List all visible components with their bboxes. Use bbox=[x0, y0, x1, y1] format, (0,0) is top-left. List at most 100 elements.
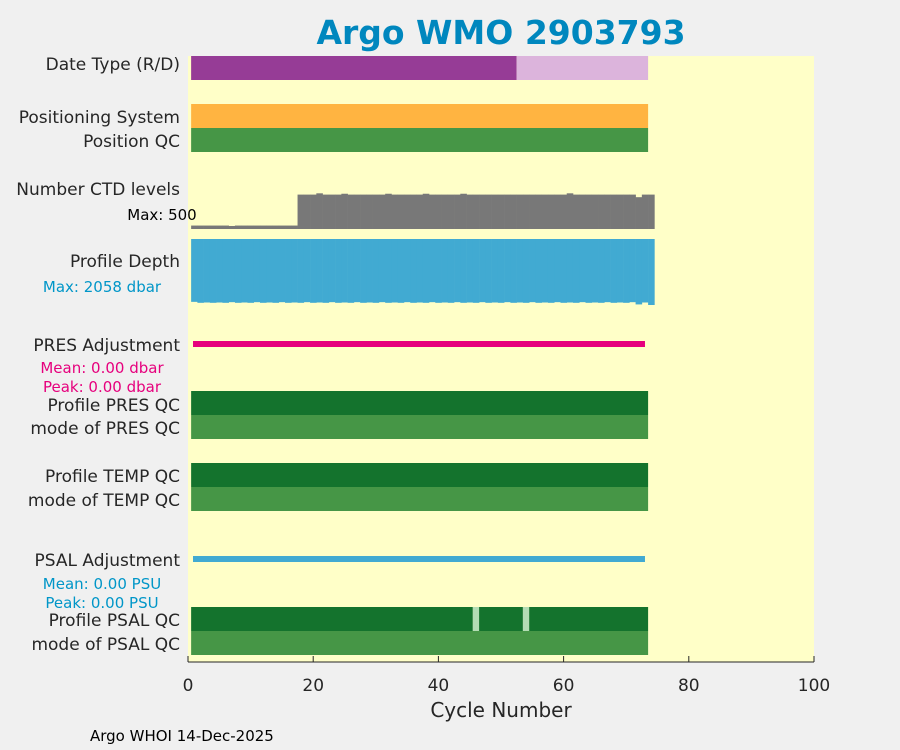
row-label-psal-adjustment: PSAL Adjustment bbox=[35, 551, 181, 571]
ctd-levels-bar bbox=[228, 225, 236, 229]
ctd-levels-bar bbox=[572, 194, 580, 229]
ctd-levels-bar bbox=[585, 194, 593, 229]
profile-depth-bar bbox=[291, 239, 298, 303]
profile-depth-bar bbox=[285, 239, 292, 303]
profile-depth-bar bbox=[422, 239, 430, 303]
ctd-levels-bar bbox=[328, 194, 336, 229]
ctd-levels-bar bbox=[635, 197, 643, 229]
profile-depth-bar bbox=[572, 239, 580, 303]
profile-depth-bar bbox=[209, 239, 217, 303]
ctd-levels-bar bbox=[472, 194, 480, 229]
profile-psal-qc-bar-segment bbox=[472, 607, 480, 631]
ctd-levels-bar bbox=[322, 194, 330, 229]
profile-depth-bar bbox=[391, 239, 399, 303]
ctd-levels-bar bbox=[403, 194, 411, 229]
profile-pres-qc-bar-segment bbox=[191, 391, 649, 415]
profile-depth-bar bbox=[335, 239, 342, 303]
ctd-levels-bar bbox=[303, 194, 311, 229]
ctd-levels-bar bbox=[209, 225, 217, 229]
date-type-r-d-bar-segment bbox=[191, 56, 517, 80]
pres-adjustment-mean-label: Mean: 0.00 dbar bbox=[40, 359, 164, 377]
ctd-levels-bar bbox=[485, 194, 492, 229]
profile-depth-bar bbox=[316, 239, 323, 303]
profile-depth-bar bbox=[479, 239, 486, 303]
ctd-levels-bar bbox=[310, 194, 317, 229]
profile-depth-bar bbox=[360, 239, 367, 303]
profile-depth-bar bbox=[410, 239, 417, 303]
ctd-levels-bar bbox=[522, 194, 530, 229]
ctd-levels-bar bbox=[360, 194, 367, 229]
mode-of-temp-qc-bar-segment bbox=[191, 487, 649, 511]
ctd-levels-bar bbox=[316, 193, 323, 229]
mode-of-pres-qc-bar-segment bbox=[191, 415, 649, 439]
profile-depth-bar bbox=[504, 239, 511, 303]
ctd-levels-bar bbox=[422, 193, 430, 229]
ctd-levels-bar bbox=[341, 193, 348, 229]
ctd-levels-bar bbox=[460, 193, 467, 229]
ctd-levels-bar bbox=[554, 194, 561, 229]
x-tick-label: 80 bbox=[678, 676, 700, 696]
x-tick-label: 20 bbox=[302, 676, 324, 696]
profile-psal-qc-bar-segment bbox=[191, 607, 473, 631]
profile-depth-bar bbox=[598, 239, 605, 303]
profile-depth-bar bbox=[648, 239, 655, 305]
profile-psal-qc-bar-segment bbox=[529, 607, 649, 631]
profile-depth-bar bbox=[403, 239, 411, 303]
ctd-levels-bar bbox=[529, 194, 536, 229]
profile-depth-bar bbox=[266, 239, 273, 303]
ctd-levels-bar bbox=[454, 194, 461, 229]
profile-depth-bar bbox=[454, 239, 461, 303]
ctd-levels-bar bbox=[604, 194, 611, 229]
ctd-levels-bar bbox=[447, 194, 455, 229]
ctd-levels-bar bbox=[566, 193, 574, 229]
profile-depth-bar bbox=[635, 239, 643, 305]
x-tick-label: 40 bbox=[428, 676, 450, 696]
profile-psal-qc-bar-segment bbox=[522, 607, 530, 631]
mode-of-psal-qc-bar-segment bbox=[191, 631, 649, 655]
ctd-levels-bar bbox=[197, 225, 204, 229]
profile-depth-max-label: Max: 2058 dbar bbox=[43, 278, 162, 296]
chart-title: Argo WMO 2903793 bbox=[316, 13, 685, 52]
profile-depth-bar bbox=[535, 239, 542, 303]
profile-depth-bar bbox=[247, 239, 255, 303]
ctd-levels-bar bbox=[504, 194, 511, 229]
profile-depth-bar bbox=[447, 239, 455, 303]
profile-psal-qc-bar-segment bbox=[479, 607, 523, 631]
profile-depth-bar bbox=[353, 239, 361, 303]
ctd-levels-bar bbox=[541, 194, 549, 229]
ctd-levels-bar bbox=[297, 194, 305, 229]
profile-depth-bar bbox=[441, 239, 449, 303]
x-tick-label: 100 bbox=[798, 676, 830, 696]
ctd-levels-bar bbox=[291, 225, 298, 229]
ctd-levels-bar bbox=[391, 194, 399, 229]
psal-adjustment-line bbox=[193, 556, 645, 562]
profile-depth-bar bbox=[529, 239, 536, 303]
ctd-levels-bar bbox=[491, 194, 499, 229]
ctd-levels-bar bbox=[203, 225, 211, 229]
profile-depth-bar bbox=[241, 239, 248, 303]
profile-depth-bar bbox=[191, 239, 198, 302]
ctd-levels-bar bbox=[623, 194, 630, 229]
profile-depth-bar bbox=[253, 239, 261, 303]
number-ctd-levels-max-label: Max: 500 bbox=[127, 206, 196, 224]
profile-depth-bar bbox=[604, 239, 611, 303]
ctd-levels-bar bbox=[629, 194, 636, 229]
ctd-levels-bar bbox=[278, 225, 286, 229]
ctd-levels-bar bbox=[435, 194, 442, 229]
profile-depth-bar bbox=[560, 239, 568, 303]
row-label-mode-of-pres-qc: mode of PRES QC bbox=[30, 419, 180, 439]
footer-note: Argo WHOI 14-Dec-2025 bbox=[90, 727, 274, 745]
profile-depth-bar bbox=[366, 239, 373, 303]
profile-depth-bar bbox=[510, 239, 517, 303]
profile-depth-bar bbox=[385, 239, 392, 303]
ctd-levels-bar bbox=[547, 194, 555, 229]
ctd-levels-bar bbox=[385, 193, 392, 229]
ctd-levels-bar bbox=[416, 194, 424, 229]
profile-temp-qc-bar-segment bbox=[191, 463, 649, 487]
ctd-levels-bar bbox=[535, 194, 542, 229]
profile-depth-bar bbox=[472, 239, 480, 303]
profile-depth-bar bbox=[197, 239, 204, 303]
ctd-levels-bar bbox=[266, 225, 273, 229]
profile-depth-bar bbox=[579, 239, 586, 303]
profile-depth-bar bbox=[516, 239, 524, 303]
